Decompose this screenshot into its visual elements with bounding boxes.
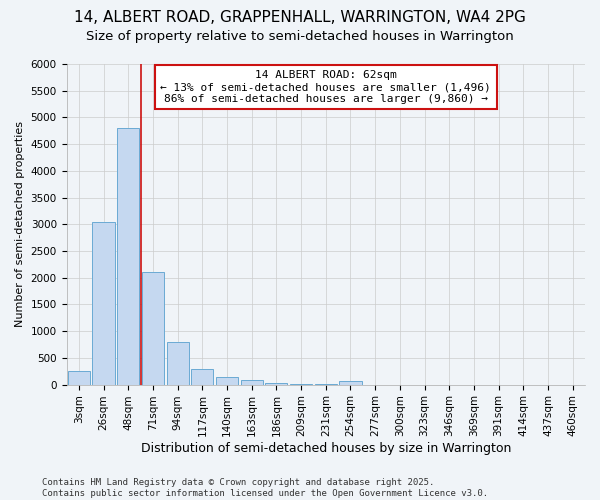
Text: 14, ALBERT ROAD, GRAPPENHALL, WARRINGTON, WA4 2PG: 14, ALBERT ROAD, GRAPPENHALL, WARRINGTON… (74, 10, 526, 25)
Bar (167, 342, 189, 384)
Text: Size of property relative to semi-detached houses in Warrington: Size of property relative to semi-detach… (86, 30, 514, 43)
Bar (340, 382, 362, 384)
Bar (191, 368, 214, 384)
Bar (68, 371, 90, 384)
X-axis label: Distribution of semi-detached houses by size in Warrington: Distribution of semi-detached houses by … (140, 442, 511, 455)
Text: 14 ALBERT ROAD: 62sqm
← 13% of semi-detached houses are smaller (1,496)
86% of s: 14 ALBERT ROAD: 62sqm ← 13% of semi-deta… (160, 70, 491, 104)
Bar (142, 272, 164, 384)
Bar (92, 222, 115, 384)
Y-axis label: Number of semi-detached properties: Number of semi-detached properties (15, 122, 25, 328)
Bar (117, 128, 139, 384)
Text: Contains HM Land Registry data © Crown copyright and database right 2025.
Contai: Contains HM Land Registry data © Crown c… (42, 478, 488, 498)
Bar (265, 383, 287, 384)
Bar (216, 376, 238, 384)
Bar (241, 380, 263, 384)
